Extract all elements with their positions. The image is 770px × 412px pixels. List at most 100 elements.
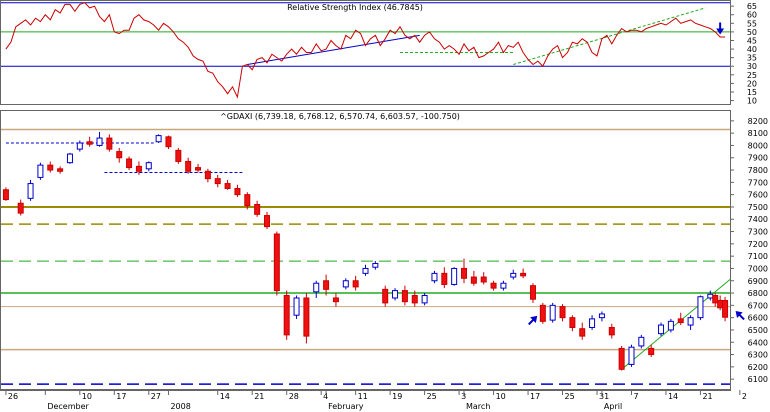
candle-31 <box>313 280 320 298</box>
candlesticks <box>2 131 729 371</box>
rsi-frame <box>0 0 731 105</box>
candle-5 <box>57 166 64 174</box>
rsi-tick-65: 65 <box>747 2 757 11</box>
candle-45 <box>451 267 458 286</box>
candle-63 <box>628 344 635 367</box>
candle-58 <box>579 322 586 340</box>
candle-35 <box>352 275 359 291</box>
candle-59 <box>589 315 596 330</box>
rsi-trendline-2 <box>513 7 706 65</box>
price-levels <box>1 128 730 385</box>
rsi-trendline-0 <box>247 34 420 66</box>
candle-51 <box>510 269 517 280</box>
x-tick-25: 25 <box>565 392 575 401</box>
price-arrows <box>528 310 745 326</box>
price-arrow-0 <box>528 315 538 326</box>
candle-6 <box>66 152 73 164</box>
x-tick-December: December <box>47 402 89 411</box>
x-tick-10: 10 <box>496 392 506 401</box>
price-tick-7100: 7100 <box>748 252 768 261</box>
candle-50 <box>500 280 507 291</box>
rsi-tick-45: 45 <box>747 36 757 45</box>
candle-20 <box>204 168 211 183</box>
price-tick-6200: 6200 <box>748 363 768 372</box>
price-segments <box>5 142 731 370</box>
rsi-tick-25: 25 <box>747 71 757 80</box>
candle-43 <box>431 270 438 284</box>
candle-7 <box>76 140 83 152</box>
candle-19 <box>195 163 202 173</box>
price-y-axis: 6100 6200 6300 6400 6500 6600 6700 6800 6900 7000… <box>730 117 768 384</box>
candle-4 <box>47 161 54 173</box>
candle-12 <box>126 156 133 171</box>
candle-49 <box>490 280 497 291</box>
x-tick-2: 2 <box>742 392 747 401</box>
x-tick-March: March <box>466 402 490 411</box>
candle-60 <box>598 311 605 322</box>
price-tick-7700: 7700 <box>748 178 768 187</box>
x-tick-21: 21 <box>254 392 264 401</box>
candle-62 <box>618 345 625 371</box>
x-tick-21: 21 <box>702 392 712 401</box>
candle-17 <box>175 147 182 164</box>
candle-10 <box>106 134 113 152</box>
candle-47 <box>470 270 477 286</box>
candle-55 <box>549 302 556 323</box>
candle-53 <box>529 283 536 303</box>
candle-68 <box>677 312 684 326</box>
x-tick-17: 17 <box>116 392 126 401</box>
candle-67 <box>667 318 674 333</box>
candle-73 <box>717 295 724 311</box>
candle-74 <box>722 296 729 322</box>
price-arrow-1 <box>735 310 745 321</box>
candle-46 <box>461 258 468 284</box>
candle-41 <box>411 290 418 307</box>
price-tick-7600: 7600 <box>748 191 768 200</box>
price-tick-6400: 6400 <box>748 338 768 347</box>
candle-39 <box>392 288 399 301</box>
price-tick-7800: 7800 <box>748 166 768 175</box>
x-tick-April: April <box>604 402 622 411</box>
candle-38 <box>382 285 389 307</box>
price-tick-6600: 6600 <box>748 314 768 323</box>
candle-69 <box>687 315 694 330</box>
candle-1 <box>17 199 24 216</box>
x-tick-4: 4 <box>323 392 328 401</box>
price-tick-8100: 8100 <box>748 129 768 138</box>
x-tick-28: 28 <box>289 392 299 401</box>
rsi-tick-55: 55 <box>747 19 757 28</box>
candle-54 <box>539 302 546 324</box>
candle-64 <box>638 334 645 349</box>
candle-42 <box>421 293 428 306</box>
price-tick-6300: 6300 <box>748 351 768 360</box>
candle-14 <box>145 161 152 172</box>
candle-3 <box>37 162 44 180</box>
candle-16 <box>165 135 172 150</box>
price-frame <box>0 110 731 390</box>
candle-34 <box>342 278 349 290</box>
price-tick-6500: 6500 <box>748 326 768 335</box>
candle-32 <box>323 274 330 296</box>
rsi-trendlines <box>247 7 706 66</box>
rsi-arrow-0 <box>716 22 725 35</box>
rsi-line <box>5 2 726 99</box>
candle-71 <box>707 290 714 301</box>
candle-66 <box>658 322 665 337</box>
candle-33 <box>332 293 339 307</box>
price-tick-6800: 6800 <box>748 289 768 298</box>
candle-36 <box>362 264 369 276</box>
candle-44 <box>441 267 448 289</box>
candle-61 <box>608 323 615 339</box>
candle-29 <box>293 295 300 319</box>
candle-28 <box>283 290 290 340</box>
candle-72 <box>712 293 719 307</box>
candle-70 <box>697 295 704 321</box>
x-tick-10: 10 <box>82 392 92 401</box>
candle-57 <box>569 315 576 332</box>
x-tick-2008: 2008 <box>170 402 190 411</box>
candle-40 <box>401 285 408 306</box>
price-tick-7500: 7500 <box>748 203 768 212</box>
price-tick-6100: 6100 <box>748 375 768 384</box>
